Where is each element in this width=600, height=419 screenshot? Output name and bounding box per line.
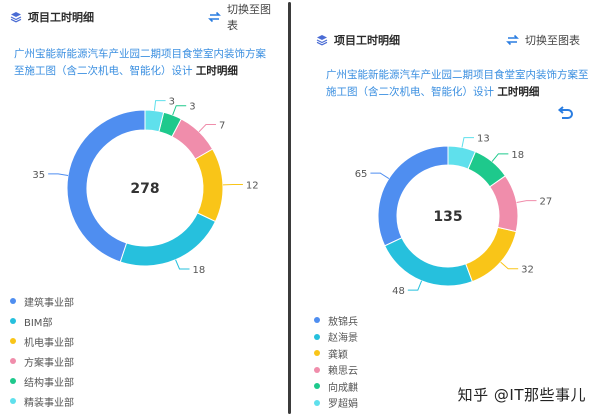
header-title-group: 项目工时明细 xyxy=(10,8,94,27)
legend-label: 向成麒 xyxy=(328,382,358,394)
legend-dot xyxy=(314,333,320,340)
chart-legend: 建筑事业部 BIM部机电事业部方案事业部结构事业部精装事业部 xyxy=(10,291,74,411)
legend-item[interactable]: 方案事业部 xyxy=(10,351,74,371)
switch-to-chart-button[interactable]: 切换至图表 xyxy=(208,1,278,33)
legend-dot xyxy=(10,298,16,304)
leader-line xyxy=(500,261,519,270)
donut-chart: 65 48 32 27 18 13 135 xyxy=(355,134,553,297)
donut-slice xyxy=(377,145,449,247)
legend-item[interactable]: 赖思云 xyxy=(314,362,358,379)
legend-dot xyxy=(314,350,320,357)
swap-arrows-icon xyxy=(208,8,221,27)
swap-arrows-icon xyxy=(506,31,519,50)
legend-label: 建筑事业部 xyxy=(24,297,74,309)
data-label: 18 xyxy=(511,150,524,161)
leader-line xyxy=(198,124,216,133)
legend-dot xyxy=(314,317,320,324)
project-name: 广州宝能新能源汽车产业园二期项目食堂室内装饰方案至施工图（含二次机电、智能化）设… xyxy=(326,67,592,101)
panel-header: 项目工时明细 切换至图表 xyxy=(298,25,600,55)
project-name-text: 广州宝能新能源汽车产业园二期项目食堂室内装饰方案至施工图（含二次机电、智能化）设… xyxy=(14,48,266,77)
legend-label: 赵海景 xyxy=(328,333,358,345)
legend-dot xyxy=(314,399,320,406)
legend-dot xyxy=(10,318,16,324)
back-arrow-icon xyxy=(556,106,574,126)
panel-header: 项目工时明细 切换至图表 xyxy=(0,2,278,32)
chart-legend: 敖锦兵赵海景龚颖赖思云向成麒罗超娟 xyxy=(314,312,358,411)
legend-dot xyxy=(10,358,16,364)
total-label: 135 xyxy=(433,209,462,225)
leader-line xyxy=(172,105,187,116)
leader-line xyxy=(491,153,509,162)
leader-line xyxy=(48,173,69,176)
data-label: 48 xyxy=(392,286,405,297)
donut-slice xyxy=(447,145,477,170)
legend-dot xyxy=(314,366,320,373)
legend-dot xyxy=(10,338,16,344)
legend-label: BIM部 xyxy=(24,317,53,329)
legend-label: 机电事业部 xyxy=(24,337,74,349)
legend-item[interactable]: BIM部 xyxy=(10,311,74,331)
legend-label: 方案事业部 xyxy=(24,357,74,369)
legend-label: 敖锦兵 xyxy=(328,316,358,328)
donut-chart: 35 18 12 7 3 3 278 xyxy=(32,97,259,276)
legend-item[interactable]: 赵海景 xyxy=(314,329,358,346)
project-tag: 工时明细 xyxy=(497,86,540,98)
switch-to-chart-button[interactable]: 切换至图表 xyxy=(506,31,580,50)
legend-item[interactable]: 龚颖 xyxy=(314,345,358,362)
data-label: 65 xyxy=(355,169,368,180)
data-label: 35 xyxy=(32,170,45,181)
legend-item[interactable]: 机电事业部 xyxy=(10,331,74,351)
watermark: 知乎 @IT那些事儿 xyxy=(457,386,586,404)
donut-slice xyxy=(119,212,217,267)
legend-item[interactable]: 建筑事业部 xyxy=(10,291,74,311)
donut-slice xyxy=(465,226,517,283)
data-label: 18 xyxy=(192,265,205,276)
right-panel: 项目工时明细 切换至图表 广州宝能新能源汽车产业园二期项目食堂室内装饰方案至施工… xyxy=(298,0,600,419)
panel-title: 项目工时明细 xyxy=(334,34,400,47)
data-label: 13 xyxy=(477,134,490,145)
panel-divider xyxy=(288,2,291,414)
legend-dot xyxy=(10,378,16,384)
legend-label: 罗超娟 xyxy=(328,399,358,411)
leader-line xyxy=(153,100,166,111)
data-label: 3 xyxy=(189,102,195,113)
leader-line xyxy=(516,200,537,204)
data-label: 7 xyxy=(219,121,225,132)
layers-icon xyxy=(10,8,22,27)
data-label: 32 xyxy=(521,265,534,276)
leader-line xyxy=(407,280,423,291)
legend-label: 结构事业部 xyxy=(24,377,74,389)
legend-item[interactable]: 结构事业部 xyxy=(10,371,74,391)
legend-dot xyxy=(10,398,16,404)
project-tag: 工时明细 xyxy=(195,65,238,77)
donut-slice xyxy=(384,237,474,287)
switch-label: 切换至图表 xyxy=(525,34,580,47)
layers-icon xyxy=(316,31,328,50)
panel-title: 项目工时明细 xyxy=(28,11,94,24)
donut-slice xyxy=(194,148,224,223)
donut-slice xyxy=(144,109,165,133)
legend-label: 精装事业部 xyxy=(24,397,74,409)
legend-item[interactable]: 精装事业部 xyxy=(10,391,74,411)
legend-item[interactable]: 敖锦兵 xyxy=(314,312,358,329)
legend-item[interactable]: 罗超娟 xyxy=(314,395,358,412)
switch-label: 切换至图表 xyxy=(227,3,271,32)
project-name-text: 广州宝能新能源汽车产业园二期项目食堂室内装饰方案至施工图（含二次机电、智能化）设… xyxy=(326,69,589,98)
total-label: 278 xyxy=(130,181,159,197)
legend-dot xyxy=(314,383,320,390)
data-label: 3 xyxy=(169,97,175,108)
left-panel: 项目工时明细 切换至图表 广州宝能新能源汽车产业园二期项目食堂室内装饰方案至施工… xyxy=(0,0,278,419)
data-label: 27 xyxy=(540,197,553,208)
project-name: 广州宝能新能源汽车产业园二期项目食堂室内装饰方案至施工图（含二次机电、智能化）设… xyxy=(14,46,276,80)
legend-item[interactable]: 向成麒 xyxy=(314,378,358,395)
legend-label: 赖思云 xyxy=(328,366,358,378)
legend-label: 龚颖 xyxy=(328,349,348,361)
leader-line xyxy=(461,137,474,148)
back-button[interactable] xyxy=(556,106,574,126)
leader-line xyxy=(175,259,190,270)
leader-line xyxy=(370,172,390,179)
header-title-group: 项目工时明细 xyxy=(316,31,400,50)
data-label: 12 xyxy=(246,180,259,191)
